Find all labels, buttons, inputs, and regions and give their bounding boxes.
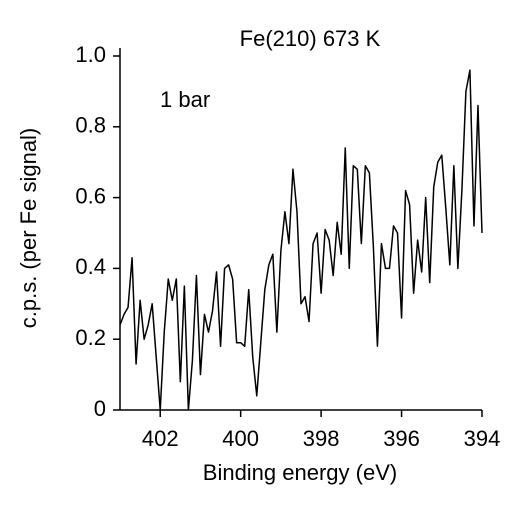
x-tick-label: 394 (464, 426, 501, 451)
chart-title: Fe(210) 673 K (240, 26, 381, 51)
y-tick-label: 0.6 (75, 183, 106, 208)
x-tick-label: 402 (142, 426, 179, 451)
y-tick-label: 1.0 (75, 42, 106, 67)
y-tick-label: 0.4 (75, 254, 106, 279)
annotation: 1 bar (160, 87, 210, 112)
y-tick-label: 0.2 (75, 325, 106, 350)
x-tick-label: 398 (303, 426, 340, 451)
data-line (119, 69, 483, 411)
x-axis-label: Binding energy (eV) (203, 460, 397, 485)
y-axis-label: c.p.s. (per Fe signal) (16, 128, 41, 329)
x-tick-label: 400 (222, 426, 259, 451)
x-tick-label: 396 (383, 426, 420, 451)
y-tick-label: 0.8 (75, 113, 106, 138)
y-tick-label: 0 (94, 396, 106, 421)
